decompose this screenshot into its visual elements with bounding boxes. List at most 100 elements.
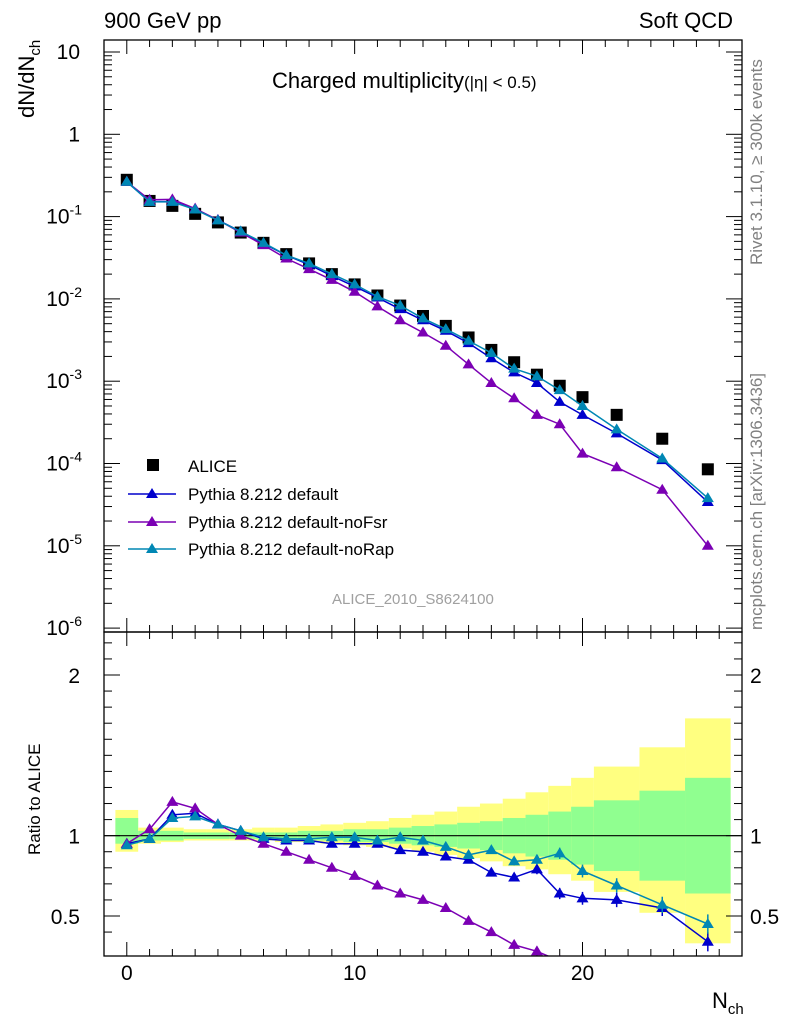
main-point-pythia-8-212-default-norap bbox=[371, 290, 384, 301]
ratio-point-pythia-8-212-default-nofsr bbox=[303, 853, 316, 864]
ratio-y-tick-label-left: 2 bbox=[68, 665, 80, 688]
ratio-point-pythia-8-212-default-nofsr bbox=[417, 893, 429, 904]
main-y-axis-label: dN/dNch bbox=[14, 40, 44, 118]
main-point-pythia-8-212-default-nofsr bbox=[576, 447, 589, 458]
main-point-pythia-8-212-default-nofsr bbox=[610, 461, 623, 472]
ratio-point-pythia-8-212-default-norap bbox=[303, 832, 316, 843]
ratio-y-tick-label-left: 1 bbox=[68, 826, 80, 849]
main-point-pythia-8-212-default-nofsr bbox=[371, 300, 384, 311]
main-point-pythia-8-212-default-nofsr bbox=[417, 326, 429, 337]
main-point-pythia-8-212-default-norap bbox=[234, 225, 247, 236]
main-point-pythia-8-212-default-norap bbox=[257, 236, 270, 247]
ratio-point-pythia-8-212-default-norap bbox=[508, 855, 521, 866]
main-point-pythia-8-212-default-norap bbox=[656, 452, 669, 463]
main-point-pythia-8-212-default-norap bbox=[143, 195, 156, 206]
ratio-point-pythia-8-212-default bbox=[701, 935, 714, 946]
ratio-point-pythia-8-212-default-norap bbox=[462, 848, 475, 859]
ratio-point-pythia-8-212-default-norap bbox=[610, 879, 623, 890]
ratio-y-tick-label-right: 2 bbox=[750, 665, 762, 688]
main-point-pythia-8-212-default-norap bbox=[120, 175, 133, 186]
header-left: 900 GeV pp bbox=[104, 8, 221, 33]
ratio-point-pythia-8-212-default-nofsr bbox=[189, 802, 202, 813]
ratio-point-pythia-8-212-default-norap bbox=[530, 853, 543, 864]
main-line-pythia-8-212-default bbox=[126, 181, 709, 503]
ratio-point-pythia-8-212-default-norap bbox=[576, 865, 589, 876]
ratio-point-pythia-8-212-default-nofsr bbox=[439, 901, 452, 912]
ratio-tick-labels: 0.5 0.51 12 20 10 20 bbox=[51, 665, 779, 985]
main-y-tick-label: 10-2 bbox=[46, 284, 82, 311]
ratio-y-tick-label-left: 0.5 bbox=[51, 906, 80, 929]
legend-label-alice: ALICE bbox=[188, 457, 237, 476]
main-point-pythia-8-212-default-nofsr bbox=[439, 339, 452, 350]
ratio-point-pythia-8-212-default-nofsr bbox=[394, 887, 407, 898]
legend-label-norap: Pythia 8.212 default-noRap bbox=[188, 540, 394, 559]
ratio-point-pythia-8-212-default-nofsr bbox=[485, 926, 498, 937]
ratio-series-clip-group bbox=[120, 795, 714, 956]
legend-label-default: Pythia 8.212 default bbox=[188, 485, 339, 504]
main-point-pythia-8-212-default-norap bbox=[348, 278, 361, 289]
main-point-alice bbox=[610, 408, 623, 421]
main-point-pythia-8-212-default-norap bbox=[211, 214, 224, 225]
legend-marker-alice bbox=[147, 459, 159, 471]
ratio-band-group bbox=[104, 718, 742, 944]
main-point-pythia-8-212-default-nofsr bbox=[553, 418, 566, 429]
main-ticks bbox=[104, 40, 742, 632]
main-point-pythia-8-212-default-nofsr bbox=[656, 483, 669, 494]
ratio-point-pythia-8-212-default-norap bbox=[371, 834, 384, 845]
main-point-pythia-8-212-default-norap bbox=[462, 334, 475, 345]
main-point-pythia-8-212-default-norap bbox=[610, 423, 623, 434]
ratio-point-pythia-8-212-default-norap bbox=[394, 831, 407, 842]
ratio-point-pythia-8-212-default-norap bbox=[417, 834, 429, 845]
rivet-label: Rivet 3.1.10, ≥ 300k events bbox=[747, 59, 766, 265]
main-point-pythia-8-212-default bbox=[485, 352, 498, 363]
x-axis-label: Nch bbox=[712, 988, 744, 1018]
main-point-pythia-8-212-default-norap bbox=[417, 312, 429, 323]
legend: ALICE Pythia 8.212 default Pythia 8.212 … bbox=[128, 457, 394, 559]
main-point-pythia-8-212-default-nofsr bbox=[348, 285, 361, 296]
ratio-band-green bbox=[115, 817, 139, 844]
main-point-pythia-8-212-default bbox=[553, 395, 566, 406]
legend-marker-nofsr bbox=[146, 516, 158, 526]
ratio-point-pythia-8-212-default-norap bbox=[189, 810, 202, 821]
ratio-point-pythia-8-212-default-nofsr bbox=[280, 845, 293, 856]
main-point-pythia-8-212-default-norap bbox=[325, 268, 338, 279]
ratio-point-pythia-8-212-default-norap bbox=[325, 831, 338, 842]
ratio-point-pythia-8-212-default bbox=[530, 863, 543, 874]
x-tick-label: 10 bbox=[343, 962, 366, 985]
ratio-uncertainty-bands bbox=[104, 718, 742, 944]
ratio-point-pythia-8-212-default bbox=[553, 887, 566, 898]
main-point-pythia-8-212-default-norap bbox=[166, 195, 179, 206]
main-point-pythia-8-212-default-norap bbox=[553, 384, 566, 395]
main-point-pythia-8-212-default-norap bbox=[303, 257, 316, 268]
ratio-point-pythia-8-212-default-norap bbox=[656, 898, 669, 909]
legend-marker-default bbox=[146, 488, 158, 498]
ratio-point-pythia-8-212-default-norap bbox=[701, 918, 714, 929]
ratio-ticks bbox=[104, 632, 742, 956]
main-y-tick-label: 10-1 bbox=[46, 202, 82, 229]
main-point-pythia-8-212-default-nofsr bbox=[530, 408, 543, 419]
main-point-alice bbox=[701, 463, 714, 476]
x-tick-label: 20 bbox=[571, 962, 594, 985]
ratio-point-pythia-8-212-default-norap bbox=[143, 832, 156, 843]
main-y-tick-label: 10-4 bbox=[46, 449, 82, 476]
ratio-point-pythia-8-212-default-norap bbox=[485, 844, 498, 855]
ratio-point-pythia-8-212-default bbox=[325, 837, 338, 848]
main-y-tick-label: 10-5 bbox=[46, 531, 82, 558]
ratio-point-pythia-8-212-default-nofsr bbox=[348, 869, 361, 880]
main-series bbox=[120, 173, 714, 550]
main-point-pythia-8-212-default-nofsr bbox=[462, 358, 475, 369]
main-y-tick-label: 10-6 bbox=[46, 613, 82, 640]
main-point-pythia-8-212-default-norap bbox=[508, 362, 521, 373]
main-point-pythia-8-212-default bbox=[576, 408, 589, 419]
main-y-tick-labels: 10-6 10-5 10-4 10-3 10-2 10-1 1 10 bbox=[46, 41, 82, 640]
ratio-point-pythia-8-212-default-norap bbox=[257, 831, 270, 842]
ratio-point-pythia-8-212-default bbox=[485, 866, 498, 877]
ratio-series bbox=[120, 795, 714, 956]
ratio-y-tick-label-right: 1 bbox=[750, 826, 762, 849]
ratio-point-pythia-8-212-default bbox=[610, 893, 623, 904]
chart-title: Charged multiplicity(|η| < 0.5) bbox=[272, 68, 537, 93]
main-point-pythia-8-212-default-norap bbox=[530, 370, 543, 381]
legend-label-nofsr: Pythia 8.212 default-noFsr bbox=[188, 513, 388, 532]
ratio-point-pythia-8-212-default-norap bbox=[166, 811, 179, 822]
